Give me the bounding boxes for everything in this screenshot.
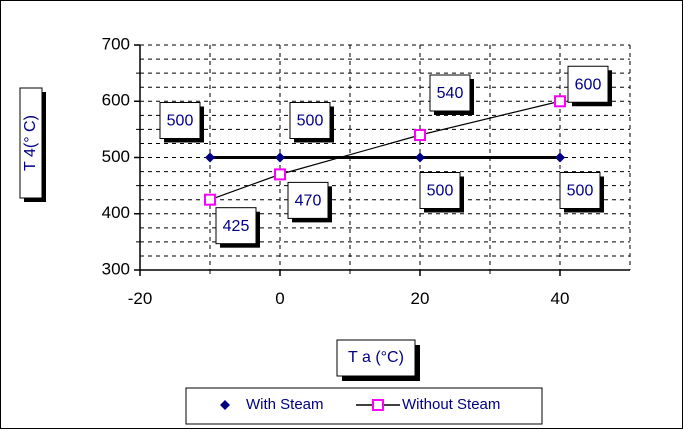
data-label-text: 500 <box>567 183 594 200</box>
data-label-text: 500 <box>297 113 324 130</box>
without-steam-point <box>554 95 566 108</box>
y-tick-label: 400 <box>102 203 130 222</box>
data-label-box <box>567 65 609 103</box>
series-line-without-steam <box>209 100 561 201</box>
data-label-text: 470 <box>295 193 322 210</box>
y-tick-label: 500 <box>102 147 130 166</box>
data-label-without-steam: 425 <box>215 207 260 248</box>
y-tick-label: 700 <box>102 34 130 53</box>
without-steam-point <box>274 168 286 181</box>
legend-label-with-steam: With Steam <box>246 396 324 413</box>
axes: 300 400 500 600 700 -20 0 20 40 <box>102 34 630 308</box>
data-label-box <box>419 172 461 209</box>
data-label-box <box>429 74 471 112</box>
data-label-with-steam: 500 <box>559 172 604 213</box>
data-label-box <box>559 172 601 209</box>
y-tick-label: 300 <box>102 259 130 278</box>
legend-item-with-steam: With Steam <box>220 396 324 413</box>
legend-item-without-steam: Without Steam <box>356 396 500 413</box>
without-steam-point <box>414 129 426 141</box>
legend-label-without-steam: Without Steam <box>402 396 500 413</box>
data-label-box <box>287 181 329 219</box>
data-label-text: 425 <box>223 218 250 235</box>
series <box>204 95 566 206</box>
data-label-with-steam: 500 <box>419 172 464 213</box>
x-tick-label: 40 <box>551 289 570 308</box>
legend-square-marker <box>372 399 384 411</box>
data-label-text: 500 <box>427 183 454 200</box>
legend-diamond-marker <box>220 400 230 410</box>
y-axis-title: T 4(° C) <box>22 115 39 171</box>
data-label-box <box>215 207 257 245</box>
x-axis-title-box: T a (°C) <box>336 339 420 381</box>
without-steam-point <box>204 193 216 206</box>
with-steam-point <box>275 152 285 163</box>
legend: With Steam Without Steam <box>185 387 543 425</box>
data-label-without-steam: 470 <box>287 181 332 223</box>
data-label-box <box>289 102 331 139</box>
with-steam-point <box>205 152 215 163</box>
x-axis-title: T a (°C) <box>348 349 404 366</box>
data-label-with-steam: 500 <box>289 102 334 143</box>
with-steam-point <box>415 152 425 163</box>
x-tick-label: -20 <box>128 289 153 308</box>
data-label-text: 600 <box>575 76 602 93</box>
data-label-without-steam: 600 <box>567 65 612 107</box>
data-label-without-steam: 540 <box>429 74 474 115</box>
y-tick-label: 600 <box>102 91 130 110</box>
data-labels: 500 500 500 500 425 470 540 600 <box>159 65 612 248</box>
x-tick-label: 20 <box>411 289 430 308</box>
data-label-box <box>159 102 201 139</box>
y-axis-title-box: T 4(° C) <box>19 87 46 202</box>
data-label-text: 540 <box>437 85 464 102</box>
x-tick-label: 0 <box>275 289 284 308</box>
with-steam-point <box>555 152 565 163</box>
data-label-text: 500 <box>167 113 194 130</box>
data-label-with-steam: 500 <box>159 102 204 143</box>
